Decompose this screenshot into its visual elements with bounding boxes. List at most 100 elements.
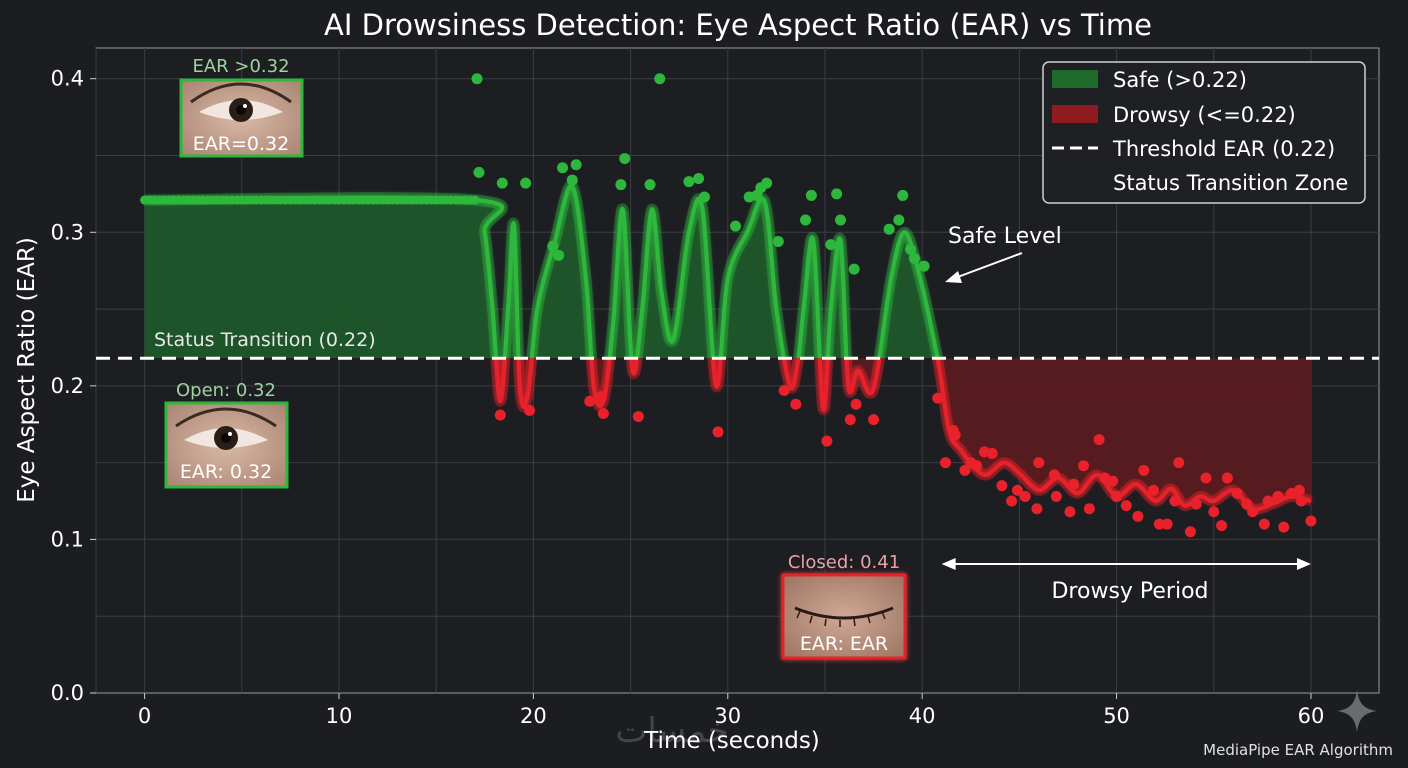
open-eye-1-label: EAR=0.32 — [193, 133, 289, 155]
drowsy-data-point — [1050, 490, 1062, 502]
legend: Safe (>0.22) Drowsy (<=0.22) Threshold E… — [1042, 61, 1366, 204]
drowsy-data-point — [1033, 457, 1045, 469]
y-axis-label: Eye Aspect Ratio (EAR) — [14, 237, 40, 503]
drowsy-data-point — [1258, 518, 1270, 530]
x-axis-label: Time (seconds) — [643, 728, 820, 754]
safe-data-point — [619, 153, 631, 165]
drowsy-data-point — [1262, 495, 1274, 507]
safe-data-point — [825, 239, 837, 251]
safe-data-point — [761, 177, 773, 189]
open-eye-thumbnail-2: Open: 0.32 EAR: 0.32 — [164, 380, 289, 489]
drowsy-data-point — [1068, 478, 1080, 490]
drowsy-data-point — [1107, 475, 1119, 487]
drowsy-data-point — [1221, 472, 1233, 484]
y-tick-label: 0.3 — [51, 220, 84, 244]
safe-data-point — [693, 173, 705, 185]
drowsy-data-point — [1153, 518, 1165, 530]
drowsy-period-arrow — [941, 558, 1311, 570]
drowsy-data-point — [940, 457, 952, 469]
safe-data-point — [772, 236, 784, 247]
safe-data-point — [615, 179, 627, 191]
drowsy-data-point — [1132, 510, 1144, 522]
safe-data-point — [520, 177, 532, 189]
drowsy-data-point — [1083, 503, 1095, 515]
drowsy-data-point — [597, 408, 609, 419]
safe-data-point — [654, 73, 666, 85]
x-tick-label: 60 — [1298, 704, 1325, 728]
y-tick-label: 0.4 — [51, 67, 84, 91]
safe-data-point — [553, 249, 565, 261]
credit: MediaPipe EAR Algorithm — [1203, 741, 1393, 759]
drowsy-data-point — [1278, 521, 1290, 533]
x-tick-label: 40 — [909, 704, 936, 728]
svg-text:Drowsy (<=0.22): Drowsy (<=0.22) — [1113, 103, 1296, 127]
safe-data-point — [473, 166, 485, 178]
safe-level-annotation: Safe Level — [948, 224, 1062, 249]
safe-data-point — [496, 177, 508, 189]
open-eye-1-title: EAR >0.32 — [192, 56, 289, 77]
y-tick-label: 0.0 — [51, 681, 84, 705]
legend-item-threshold: Threshold EAR (0.22) — [1052, 137, 1335, 161]
safe-data-point — [831, 188, 843, 200]
drowsy-line — [493, 358, 1312, 512]
drowsy-data-point — [632, 411, 644, 423]
drowsy-data-point — [1019, 490, 1031, 502]
safe-data-point — [905, 243, 917, 255]
area-fills — [144, 185, 1311, 510]
safe-data-point — [897, 189, 909, 201]
drowsy-data-point — [1231, 487, 1243, 499]
safe-data-point — [800, 214, 812, 226]
x-tick-label: 30 — [714, 704, 741, 728]
safe-data-point — [908, 252, 920, 264]
safe-data-point — [893, 214, 905, 226]
drowsy-data-point — [932, 392, 944, 404]
drowsy-data-point — [1241, 498, 1253, 510]
closed-eye-thumbnail: Closed: 0.41 EAR: EAR — [781, 552, 907, 660]
threshold-label: Status Transition (0.22) — [154, 329, 376, 351]
drowsy-data-point — [1111, 490, 1123, 502]
drowsy-data-point — [1247, 506, 1259, 518]
drowsy-data-point — [523, 404, 535, 416]
drowsy-data-point — [494, 409, 506, 421]
drowsy-data-point — [1120, 500, 1132, 512]
drowsy-area-fill — [495, 358, 1311, 510]
drowsy-data-point — [778, 384, 790, 396]
drowsy-data-point — [1064, 506, 1076, 518]
open-eye-thumbnail-1: EAR >0.32 EAR=0.32 — [179, 56, 304, 158]
legend-item-safe: Safe (>0.22) — [1052, 68, 1247, 92]
open-eye-2-title: Open: 0.32 — [176, 380, 276, 401]
open-eye-2-label: EAR: 0.32 — [180, 461, 272, 483]
drowsy-data-point — [1305, 515, 1317, 527]
drowsy-data-point — [1048, 469, 1060, 481]
safe-data-point — [835, 214, 847, 226]
drowsy-data-point — [971, 460, 983, 472]
drowsy-data-point — [712, 426, 724, 438]
safe-data-point — [566, 174, 578, 186]
drowsy-data-point — [584, 395, 596, 407]
drowsy-data-point — [1006, 495, 1018, 507]
safe-data-point — [644, 179, 656, 191]
x-tick-label: 0 — [138, 704, 151, 728]
drowsy-data-point — [986, 447, 998, 459]
drowsy-data-point — [595, 391, 607, 403]
drowsy-data-point — [1295, 495, 1307, 507]
safe-data-point — [848, 263, 860, 275]
drowsy-data-point — [947, 424, 959, 436]
safe-data-point — [557, 162, 569, 174]
safe-data-point — [698, 191, 710, 203]
x-tick-label: 10 — [326, 704, 353, 728]
x-tick-label: 20 — [520, 704, 547, 728]
x-tick-label: 50 — [1103, 704, 1130, 728]
safe-data-point — [883, 223, 895, 235]
safe-data-point — [570, 159, 582, 171]
svg-text:Safe (>0.22): Safe (>0.22) — [1113, 68, 1247, 92]
safe-data-point — [805, 189, 817, 201]
drowsy-period-annotation: Drowsy Period — [1051, 579, 1208, 604]
y-tick-label: 0.1 — [51, 527, 84, 551]
drowsy-data-point — [1148, 484, 1160, 496]
drowsy-data-point — [1208, 506, 1220, 518]
drowsy-data-point — [1173, 457, 1185, 469]
flat-data-point — [470, 195, 480, 205]
